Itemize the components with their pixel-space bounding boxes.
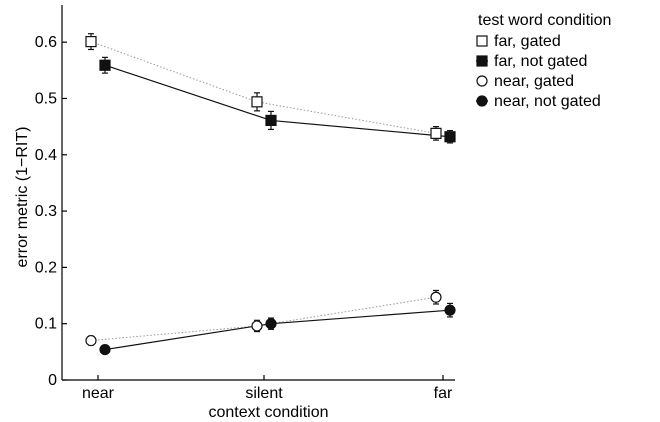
data-point [265,114,277,127]
data-point [265,318,277,330]
x-tick-label: silent [245,385,283,402]
y-tick-label: 0.1 [35,316,57,333]
legend-label: near, gated [494,73,574,90]
data-point [85,35,97,48]
series-line [90,41,437,134]
y-tick-label: 0.2 [35,259,57,276]
x-tick-label: near [82,385,115,402]
y-tick-label: 0.3 [35,203,57,220]
legend-item: near, not gated [476,93,601,110]
data-point [430,291,442,303]
data-point [85,334,97,347]
y-tick-label: 0 [48,372,57,389]
series-group [85,289,442,347]
legend-item: far, gated [476,33,561,50]
x-axis-label: context condition [208,404,328,421]
series-lines [90,41,451,351]
y-tick-label: 0.5 [35,90,57,107]
data-point [444,304,456,316]
series-marks [85,33,456,356]
y-tick-label: 0.4 [35,147,57,164]
legend-item: near, gated [476,73,574,90]
data-point [430,127,442,139]
legend-label: far, not gated [494,53,587,70]
y-axis-label: error metric (1−RIT) [14,127,31,268]
data-point [251,320,263,332]
legend-marker [476,35,488,47]
x-tick-label: far [434,385,453,402]
legend-label: far, gated [494,33,561,50]
y-tick-label: 0.6 [35,34,57,51]
data-point [99,59,111,71]
y-ticks: 0 0.1 0.2 0.3 0.4 0.5 0.6 [35,34,67,389]
series-line [104,64,451,138]
series-line [90,296,437,342]
legend-marker [476,75,488,87]
x-ticks: near silent far [82,375,453,402]
data-point [251,96,263,108]
legend: test word condition far, gated far, not g… [476,12,611,110]
legend-label: near, not gated [494,93,601,110]
axes [61,5,455,381]
legend-title: test word condition [478,12,611,29]
legend-items: far, gated far, not gated near, gated near,… [476,33,601,110]
series-group [99,56,456,144]
legend-item: far, not gated [476,53,587,70]
series-group [99,302,456,356]
series-line [104,309,451,351]
data-point [99,343,111,356]
legend-marker [476,55,488,67]
series-group [85,33,442,141]
legend-marker [476,95,488,107]
data-point [444,131,456,143]
